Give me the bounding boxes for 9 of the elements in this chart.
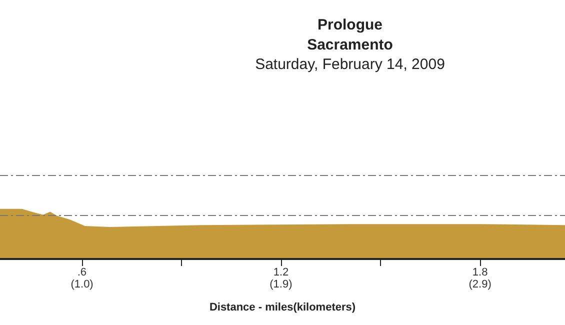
x-tick-label: 1.8 — [472, 266, 488, 278]
chart-subtitle: Saturday, February 14, 2009 — [255, 56, 445, 73]
x-tick-label: .6 — [77, 266, 87, 278]
chart-title: Prologue Sacramento — [307, 16, 393, 54]
x-tick-label: 1.2 — [273, 266, 289, 278]
x2-tick-label: (1.0) — [70, 278, 94, 290]
x2-tick-label: (1.9) — [270, 278, 292, 290]
x2-tick-label: (2.9) — [468, 278, 492, 290]
x-axis-title: Distance - miles(kilometers) — [209, 302, 356, 314]
